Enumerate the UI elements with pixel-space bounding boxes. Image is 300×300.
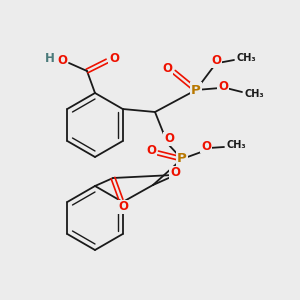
Text: O: O: [162, 62, 172, 76]
Text: O: O: [211, 55, 221, 68]
Text: O: O: [170, 167, 180, 179]
Text: CH₃: CH₃: [244, 89, 264, 99]
Text: CH₃: CH₃: [226, 140, 246, 150]
Text: O: O: [118, 200, 128, 214]
Text: P: P: [191, 83, 201, 97]
Text: O: O: [109, 52, 119, 65]
Text: O: O: [218, 80, 228, 92]
Text: P: P: [177, 152, 187, 166]
Text: O: O: [164, 133, 174, 146]
Text: O: O: [201, 140, 211, 152]
Text: H: H: [45, 52, 55, 65]
Text: O: O: [146, 145, 156, 158]
Text: CH₃: CH₃: [236, 53, 256, 63]
Text: O: O: [57, 55, 67, 68]
